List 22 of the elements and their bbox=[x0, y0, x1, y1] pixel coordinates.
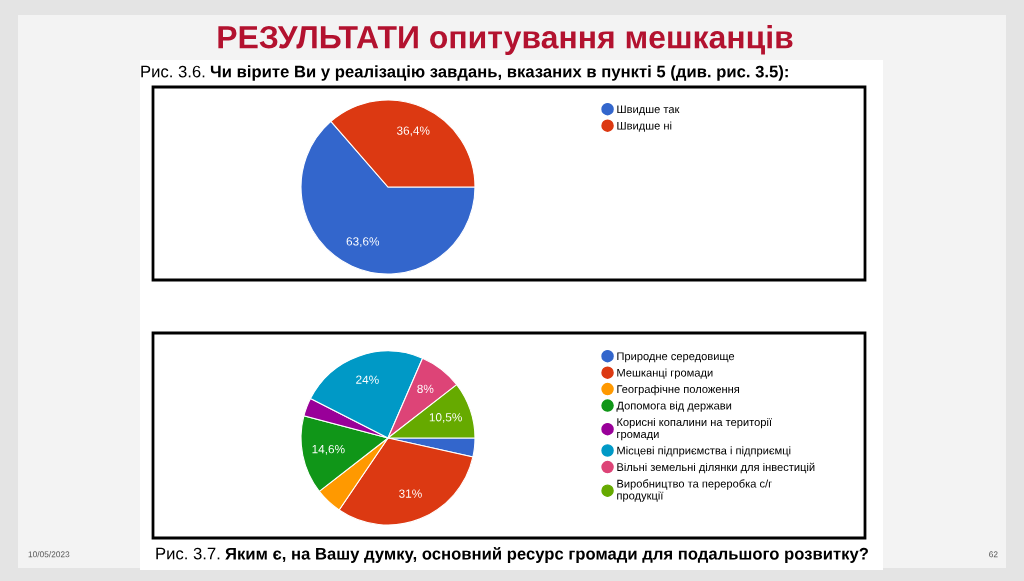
data-label: 24% bbox=[356, 375, 379, 384]
legend-label: Корисні копалини на території громади bbox=[617, 417, 772, 441]
text: 10/05/2023 bbox=[28, 551, 70, 558]
legend-label: Виробництво та переробка с/г продукції bbox=[617, 479, 772, 502]
data-label: 10,5% bbox=[429, 413, 462, 423]
text: Рис. 3.7. Яким є, на Вашу думку, основний ресурс громади для подальшого розвитку? bbox=[156, 547, 868, 563]
text: 62 bbox=[989, 551, 998, 558]
data-label: 63,6% bbox=[346, 237, 380, 247]
data-label: 31% bbox=[399, 489, 422, 498]
legend-label: Мешканці громади bbox=[617, 368, 713, 379]
data-label: 36,4% bbox=[396, 126, 430, 137]
legend-label: Швидше ні bbox=[617, 121, 672, 132]
data-label: 8% bbox=[417, 384, 434, 394]
legend-label: Допомога від держави bbox=[616, 401, 732, 412]
legend-label: Місцеві підприємства і підприємці bbox=[617, 446, 791, 457]
legend-label: Швидше так bbox=[617, 105, 680, 116]
text: РЕЗУЛЬТАТИ опитування мешканців bbox=[218, 25, 793, 55]
data-label: 14,6% bbox=[312, 444, 345, 455]
legend-label: Природне середовище bbox=[617, 352, 735, 363]
legend-label: Географічне положення bbox=[617, 384, 740, 396]
legend-label: Вільні земельні ділянки для інвестицій bbox=[617, 462, 815, 474]
chart-title: Рис. 3.6. Чи вірите Ви у реалізацію завдань, вказаних в пункті 5 (див. рис. 3.5): bbox=[141, 65, 788, 81]
